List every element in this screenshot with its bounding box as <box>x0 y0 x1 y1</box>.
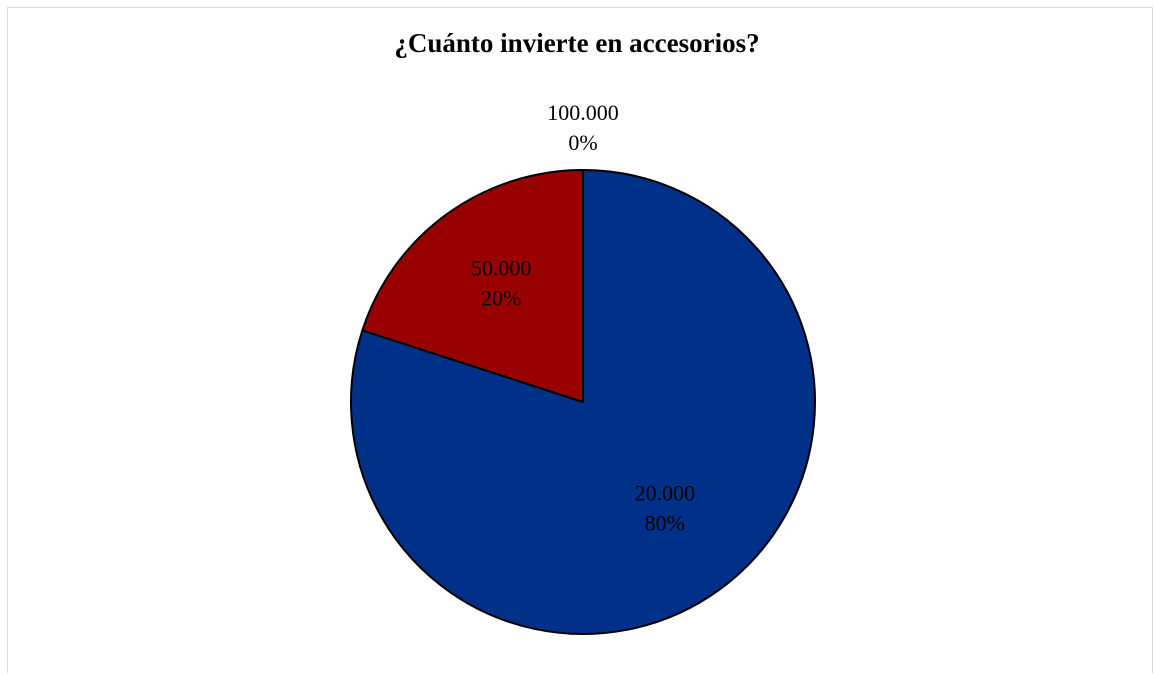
data-label-percent: 0% <box>568 130 597 155</box>
data-label-value: 20.000 <box>635 481 696 506</box>
chart-title: ¿Cuánto invierte en accesorios? <box>394 28 760 58</box>
data-label-percent: 80% <box>645 511 685 536</box>
data-label-value: 50.000 <box>471 255 532 280</box>
data-label-percent: 20% <box>481 285 521 310</box>
data-label-20.000: 20.000 80% <box>635 481 696 536</box>
chart-frame <box>7 7 1153 673</box>
pie-data-labels: 20.000 80% 50.000 20% 100.000 0% <box>471 100 695 536</box>
pie-slices <box>350 169 816 635</box>
data-label-50.000: 50.000 20% <box>471 255 532 310</box>
data-label-100.000: 100.000 0% <box>547 100 619 155</box>
data-label-value: 100.000 <box>547 100 619 125</box>
pie-slice-50.000 <box>361 169 584 403</box>
